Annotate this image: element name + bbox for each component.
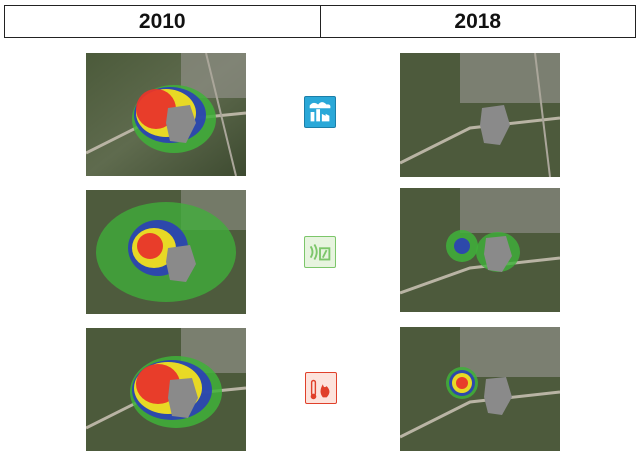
- map-2018-toxic: [400, 53, 560, 177]
- comparison-header: 2010 2018: [4, 5, 636, 38]
- map-2010-toxic: [86, 53, 246, 176]
- year-2018-heading: 2018: [319, 6, 636, 37]
- map-2018-fire: [400, 327, 560, 451]
- explosion-pressure-icon: [304, 236, 336, 268]
- map-2018-explosion: [400, 188, 560, 312]
- year-2010-heading: 2010: [138, 9, 186, 33]
- fire-thermal-radiation-icon: [305, 372, 337, 404]
- toxic-gas-cloud-icon: [304, 96, 336, 128]
- map-2010-fire: [86, 328, 246, 451]
- map-2010-explosion: [86, 190, 246, 314]
